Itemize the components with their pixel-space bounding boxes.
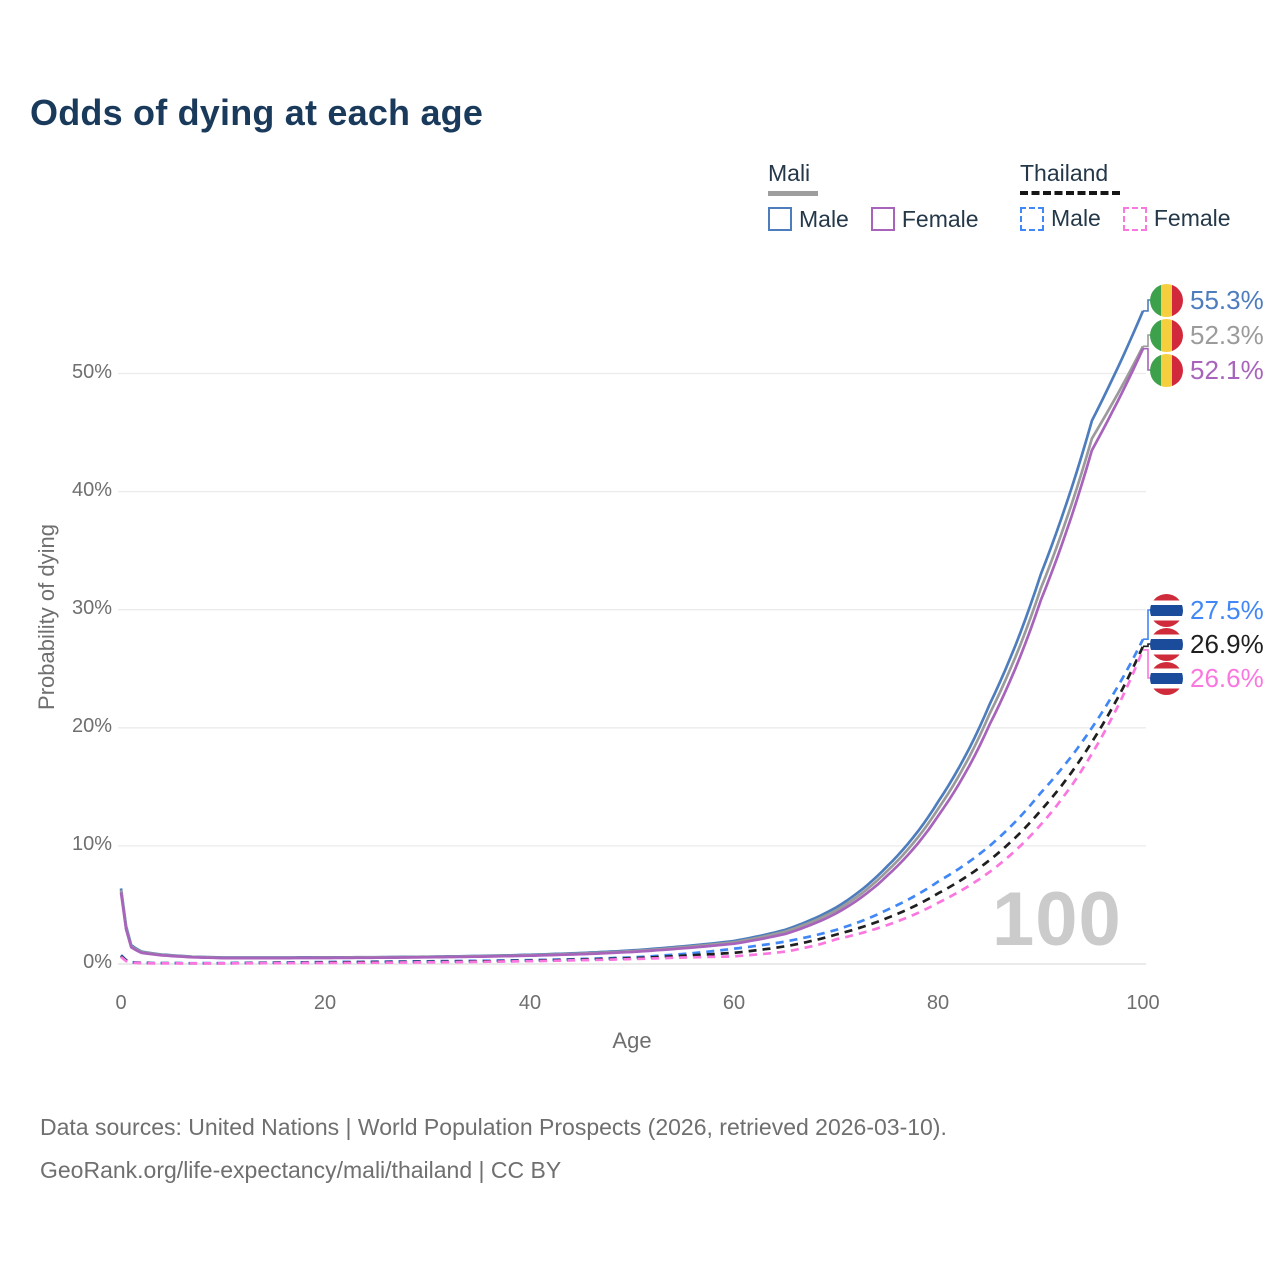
legend-label: Female bbox=[901, 205, 979, 232]
y-tick: 10% bbox=[71, 833, 112, 855]
y-tick: 0% bbox=[83, 951, 112, 973]
legend-label: Male bbox=[1051, 205, 1101, 231]
x-tick: 0 bbox=[115, 992, 127, 1014]
end-value: 52.3% bbox=[1190, 319, 1264, 350]
thailand-flag-icon bbox=[1150, 661, 1183, 695]
legend-label: Female bbox=[1153, 205, 1231, 231]
x-tick: 20 bbox=[313, 992, 337, 1014]
series-line-mali-female bbox=[119, 348, 1145, 960]
thailand-flag-icon bbox=[1150, 593, 1183, 627]
end-value: 55.3% bbox=[1190, 284, 1264, 315]
label-connector bbox=[1143, 299, 1151, 312]
x-tick: 40 bbox=[518, 992, 542, 1014]
legend-group-mali: Mali Male Female bbox=[768, 160, 979, 233]
legend-mali-title: Mali bbox=[768, 160, 811, 186]
y-tick: 40% bbox=[71, 479, 112, 501]
end-label-thailand-female: 26.6% bbox=[1150, 661, 1264, 695]
series-line-thailand-female bbox=[120, 649, 1145, 965]
legend-thailand-title: Thailand bbox=[1020, 160, 1109, 186]
end-label-mali-male: 55.3% bbox=[1150, 283, 1264, 317]
legend-label: Male bbox=[799, 205, 849, 232]
thailand-female-swatch-icon bbox=[1122, 206, 1147, 231]
end-label-mali-female: 52.1% bbox=[1150, 353, 1264, 387]
x-tick: 60 bbox=[722, 992, 746, 1014]
source-line: Data sources: United Nations | World Pop… bbox=[40, 1114, 947, 1140]
solid-line-swatch bbox=[768, 191, 818, 196]
mali-male-swatch-icon bbox=[768, 207, 792, 231]
legend-item-thailand-male[interactable]: Male bbox=[1020, 205, 1101, 232]
series-line-mali-male bbox=[119, 310, 1145, 959]
end-value: 26.9% bbox=[1190, 628, 1264, 659]
legend-item-mali-female[interactable]: Female bbox=[870, 205, 979, 233]
series-line-thailand-male bbox=[120, 638, 1145, 965]
mali-female-swatch-icon bbox=[870, 207, 895, 231]
legend-group-thailand: Thailand Male Female bbox=[1020, 160, 1231, 232]
mali-flag-icon bbox=[1150, 353, 1183, 387]
end-value: 26.6% bbox=[1190, 662, 1264, 693]
legend-item-mali-male[interactable]: Male bbox=[768, 206, 849, 233]
data-source-note: Data sources: United Nations | World Pop… bbox=[40, 1106, 947, 1192]
x-tick: 100 bbox=[1126, 992, 1160, 1014]
y-axis-title: Probability of dying bbox=[34, 524, 59, 710]
end-value: 52.1% bbox=[1190, 354, 1264, 385]
license-line: GeoRank.org/life-expectancy/mali/thailan… bbox=[40, 1156, 562, 1183]
y-tick: 50% bbox=[71, 361, 112, 383]
x-axis-title: Age bbox=[612, 1028, 652, 1053]
end-label-mali-both: 52.3% bbox=[1150, 318, 1264, 352]
watermark-100: 100 bbox=[992, 877, 1122, 962]
legend-item-thailand-female[interactable]: Female bbox=[1122, 205, 1231, 232]
dashed-line-swatch bbox=[1020, 191, 1120, 195]
end-value: 27.5% bbox=[1190, 594, 1264, 625]
label-connector bbox=[1143, 643, 1151, 648]
thailand-flag-icon bbox=[1150, 627, 1183, 661]
x-tick: 80 bbox=[926, 992, 950, 1014]
label-connector bbox=[1143, 609, 1151, 640]
label-connector bbox=[1143, 334, 1151, 348]
mali-flag-icon bbox=[1150, 318, 1183, 352]
thailand-male-swatch-icon bbox=[1020, 206, 1044, 231]
series-line-thailand-both-sexes bbox=[120, 645, 1145, 965]
end-label-thailand-male: 27.5% bbox=[1150, 593, 1264, 627]
label-connector bbox=[1143, 649, 1151, 679]
series-line-mali-both-sexes bbox=[119, 345, 1145, 960]
mali-flag-icon bbox=[1150, 283, 1183, 317]
end-label-thailand-both: 26.9% bbox=[1150, 627, 1264, 661]
y-tick: 20% bbox=[71, 715, 112, 737]
page-title: Odds of dying at each age bbox=[30, 92, 484, 133]
y-tick: 30% bbox=[71, 597, 112, 619]
label-connector bbox=[1143, 347, 1151, 371]
